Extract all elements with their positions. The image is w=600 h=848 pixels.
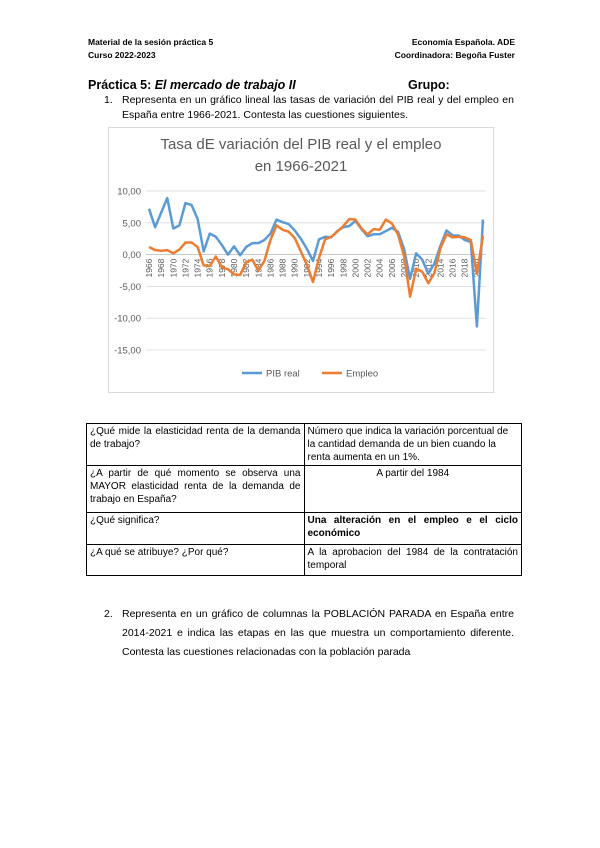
- header-right: Economía Española. ADE Coordinadora: Beg…: [395, 36, 515, 62]
- x-tick-label: 2008: [399, 258, 409, 277]
- header-left: Material de la sesión práctica 5 Curso 2…: [88, 36, 213, 62]
- y-tick-label: -10,00: [114, 314, 141, 325]
- header-text: Curso 2022-2023: [88, 50, 156, 60]
- x-tick-label: 2016: [448, 258, 458, 277]
- x-tick-label: 2006: [387, 258, 397, 277]
- cell: Número que indica la variación porcentua…: [303, 423, 522, 466]
- cell: ¿A qué se atribuye? ¿Por qué?: [86, 544, 305, 576]
- x-tick-label: 1970: [168, 258, 178, 277]
- header-text: Material de la sesión práctica 5: [88, 37, 214, 47]
- x-tick-label: 1974: [193, 258, 203, 277]
- practice-label: Práctica 5:: [88, 78, 152, 92]
- cell: ¿A partir de qué momento se observa una …: [86, 465, 305, 513]
- x-tick-label: 1984: [253, 258, 263, 277]
- legend-label: Empleo: [346, 369, 378, 380]
- group-label: Grupo:: [408, 78, 450, 92]
- question-text: Representa en un gráfico de columnas la …: [122, 608, 514, 658]
- x-tick-label: 1998: [338, 258, 348, 277]
- cell: A la aprobacion del 1984 de la contratac…: [303, 544, 522, 576]
- x-tick-label: 1968: [156, 258, 166, 277]
- x-tick-label: 1980: [229, 258, 239, 277]
- x-tick-label: 2004: [375, 258, 385, 277]
- x-tick-label: 1986: [265, 258, 275, 277]
- chart: Tasa dE variación del PIB real y el empl…: [108, 127, 494, 393]
- x-tick-label: 1994: [314, 258, 324, 277]
- x-tick-label: 1990: [290, 258, 300, 277]
- x-tick-label: 1982: [241, 258, 251, 277]
- header-text: Economía Española. ADE: [411, 37, 515, 47]
- header-text: Coordinadora: Begoña Fuster: [394, 50, 515, 60]
- y-tick-label: 10,00: [117, 187, 141, 198]
- practice-title: Práctica 5: El mercado de trabajo II: [88, 78, 296, 92]
- x-tick-label: 1972: [180, 258, 190, 277]
- x-tick-label: 2002: [363, 258, 373, 277]
- cell: ¿Qué mide la elasticidad renta de la dem…: [86, 423, 305, 466]
- x-tick-label: 1966: [144, 258, 154, 277]
- y-tick-label: -5,00: [119, 282, 141, 293]
- cell: ¿Qué significa?: [86, 512, 305, 545]
- practice-name: El mercado de trabajo II: [154, 78, 296, 92]
- question-text: Representa en un gráfico lineal las tasa…: [122, 94, 514, 121]
- y-tick-label: 0,00: [123, 250, 142, 261]
- x-tick-label: 2000: [350, 258, 360, 277]
- cell: Una alteración en el empleo e el ciclo e…: [303, 512, 522, 545]
- series-line: [148, 217, 485, 298]
- x-tick-label: 2012: [423, 258, 433, 277]
- x-tick-label: 1988: [278, 258, 288, 277]
- x-tick-label: 2018: [460, 258, 470, 277]
- y-tick-label: 5,00: [123, 218, 142, 229]
- x-tick-label: 2014: [435, 258, 445, 277]
- y-tick-label: -15,00: [114, 346, 141, 357]
- qa-table: ¿Qué mide la elasticidad renta de la dem…: [86, 423, 522, 576]
- series-line: [147, 196, 485, 328]
- legend-label: PIB real: [266, 369, 300, 380]
- question-number: 1.: [104, 94, 113, 106]
- question-number: 2.: [104, 608, 113, 620]
- cell: A partir del 1984: [303, 465, 522, 513]
- chart-title: Tasa dE variación del PIB real y el empl…: [160, 136, 442, 175]
- x-tick-label: 1996: [326, 258, 336, 277]
- x-tick-label: 1976: [205, 258, 215, 277]
